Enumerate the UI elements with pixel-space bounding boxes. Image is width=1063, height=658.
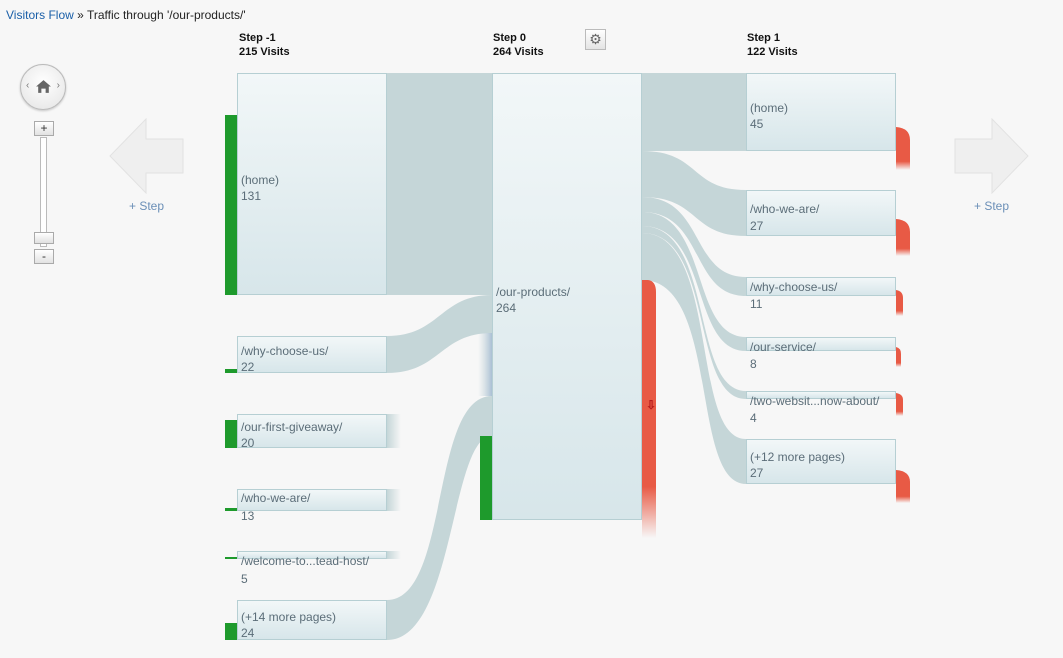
exit-bar-why-choose-us[interactable] xyxy=(896,290,903,316)
node-count: 45 xyxy=(750,117,764,131)
node-step-minus1-welcome[interactable]: /welcome-to...tead-host/ 5 xyxy=(237,551,387,586)
node-label: (+14 more pages) xyxy=(241,610,337,624)
add-step-right-arrow-icon[interactable] xyxy=(953,118,1029,194)
node-label: /our-products/ xyxy=(496,285,571,299)
entrance-bar-why-choose-us xyxy=(225,369,237,373)
step-minus1-header: Step -1 215 Visits xyxy=(239,31,290,59)
entrance-bar-welcome xyxy=(225,557,237,559)
node-count: 20 xyxy=(241,436,255,448)
entrance-bar-more-pages xyxy=(225,623,237,640)
breadcrumb: Visitors Flow » Traffic through '/our-pr… xyxy=(6,8,246,22)
flow-stub-welcome xyxy=(387,551,401,559)
zoom-in-button[interactable]: + xyxy=(34,121,54,136)
node-label: /our-first-giveaway/ xyxy=(241,420,343,434)
gear-icon[interactable]: ⚙ xyxy=(585,29,606,50)
node-step-minus1-home[interactable]: (home) 131 xyxy=(237,73,387,295)
node-count: 24 xyxy=(241,626,255,640)
exit-bar-who-we-are[interactable] xyxy=(896,219,910,256)
home-icon[interactable] xyxy=(35,78,52,95)
flow-stub-our-first-giveaway xyxy=(387,414,401,448)
node-count: 11 xyxy=(750,297,763,311)
step1-header: Step 1 122 Visits xyxy=(747,31,798,59)
step-minus1-visits: 215 Visits xyxy=(239,46,290,58)
zoom-slider-thumb[interactable] xyxy=(34,232,54,244)
node-label: /two-websit...now-about/ xyxy=(750,394,880,408)
node-label: (+12 more pages) xyxy=(750,450,846,464)
node-count: 13 xyxy=(241,509,255,523)
node-step-minus1-our-first-giveaway[interactable]: /our-first-giveaway/ 20 xyxy=(237,414,387,448)
exit-bar-two-websites[interactable] xyxy=(896,393,903,416)
step-minus1-title: Step -1 xyxy=(239,32,276,44)
node-step1-why-choose-us[interactable]: /why-choose-us/ 11 xyxy=(746,277,896,311)
node-label: /who-we-are/ xyxy=(750,202,820,216)
exit-arrow-icon: ⇩ xyxy=(646,398,657,412)
node-step1-two-websites[interactable]: /two-websit...now-about/ 4 xyxy=(746,391,896,425)
node-label: (home) xyxy=(241,173,280,187)
node-count: 27 xyxy=(750,219,764,233)
node-label: /why-choose-us/ xyxy=(241,344,329,358)
node-step-minus1-why-choose-us[interactable]: /why-choose-us/ 22 xyxy=(237,336,387,373)
pan-right-icon[interactable]: › xyxy=(56,80,60,91)
node-step0-our-products[interactable]: /our-products/ 264 xyxy=(492,73,642,520)
node-step1-more-pages[interactable]: (+12 more pages) 27 xyxy=(746,439,896,484)
node-label: /who-we-are/ xyxy=(241,491,311,505)
entrance-bar-our-products xyxy=(480,436,492,520)
pan-control[interactable]: ‹ › xyxy=(20,64,66,110)
node-label: /welcome-to...tead-host/ xyxy=(241,554,370,568)
flow-our-products-to-more-pages[interactable] xyxy=(642,233,746,484)
zoom-out-button[interactable]: - xyxy=(34,249,54,264)
node-label: /our-service/ xyxy=(750,340,817,354)
node-label: /why-choose-us/ xyxy=(750,280,838,294)
node-count: 8 xyxy=(750,357,757,371)
flow-stub-who-we-are xyxy=(387,489,401,511)
node-count: 22 xyxy=(241,360,255,373)
step0-visits: 264 Visits xyxy=(493,46,544,58)
flow-our-products-to-who-we-are[interactable] xyxy=(642,151,746,236)
step0-header: Step 0 264 Visits xyxy=(493,31,544,59)
step1-title: Step 1 xyxy=(747,32,781,44)
flow-our-products-to-our-service[interactable] xyxy=(642,212,746,351)
exit-bar-our-service[interactable] xyxy=(896,347,901,367)
node-step1-our-service[interactable]: /our-service/ 8 xyxy=(746,337,896,371)
entrance-bar-our-first-giveaway xyxy=(225,420,237,448)
node-count: 5 xyxy=(241,572,248,586)
exit-bar-more-pages[interactable] xyxy=(896,470,910,503)
flow-our-products-to-why-choose-us[interactable] xyxy=(642,197,746,296)
breadcrumb-separator: » xyxy=(77,8,84,22)
flow-our-products-to-home[interactable] xyxy=(642,73,746,151)
node-count: 131 xyxy=(241,189,262,203)
breadcrumb-visitors-flow-link[interactable]: Visitors Flow xyxy=(6,8,74,22)
step0-title: Step 0 xyxy=(493,32,527,44)
exit-bar-home[interactable] xyxy=(896,127,910,170)
node-step-minus1-more-pages[interactable]: (+14 more pages) 24 xyxy=(237,600,387,640)
node-label: (home) xyxy=(750,101,789,115)
entrance-bar-who-we-are xyxy=(225,508,237,511)
node-count: 27 xyxy=(750,466,764,480)
add-step-left-link[interactable]: + Step xyxy=(129,199,165,213)
step1-visits: 122 Visits xyxy=(747,46,798,58)
flow-home-to-our-products[interactable] xyxy=(387,73,492,295)
node-step1-who-we-are[interactable]: /who-we-are/ 27 xyxy=(746,190,896,236)
pan-left-icon[interactable]: ‹ xyxy=(26,80,30,91)
flow-more-pages-to-our-products[interactable] xyxy=(387,396,492,640)
node-step-minus1-who-we-are[interactable]: /who-we-are/ 13 xyxy=(237,489,387,523)
node-count: 264 xyxy=(496,301,517,315)
exit-bar-our-products[interactable] xyxy=(642,280,656,538)
add-step-left-arrow-icon[interactable] xyxy=(109,118,185,194)
zoom-slider-track[interactable] xyxy=(40,137,47,247)
breadcrumb-current: Traffic through '/our-products/' xyxy=(86,8,246,22)
node-step1-home[interactable]: (home) 45 xyxy=(746,73,896,151)
flow-why-choose-us-to-our-products[interactable] xyxy=(387,295,492,373)
flow-inbound-highlight xyxy=(478,333,492,396)
node-count: 4 xyxy=(750,411,757,425)
entrance-bar-home xyxy=(225,115,237,295)
add-step-right-link[interactable]: + Step xyxy=(974,199,1010,213)
